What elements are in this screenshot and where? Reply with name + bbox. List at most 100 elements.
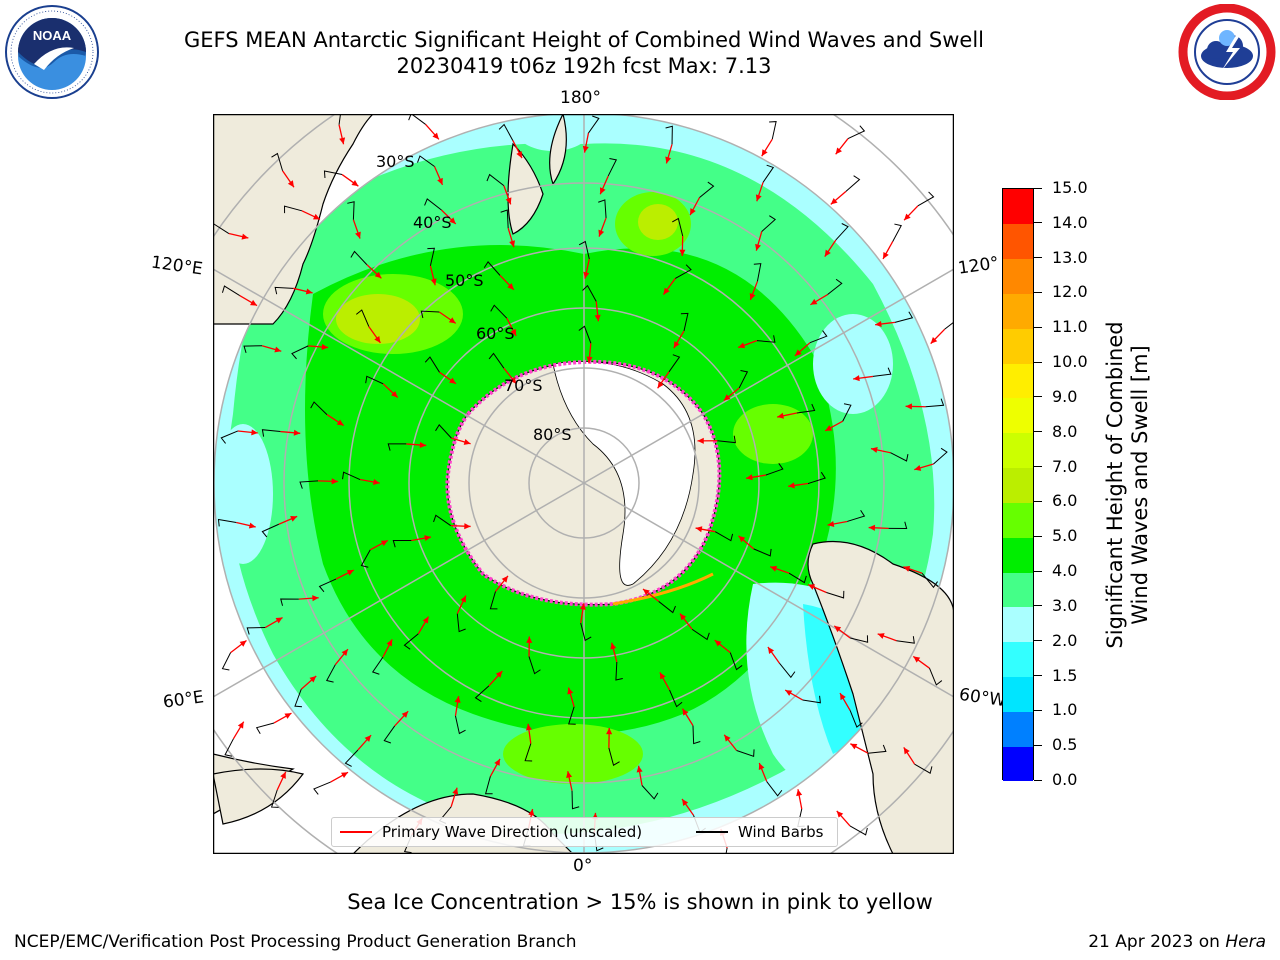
wave-direction-arrowhead bbox=[463, 439, 471, 445]
colorbar-segment bbox=[1003, 641, 1033, 678]
wind-barb bbox=[756, 335, 776, 343]
wave-direction-arrowhead bbox=[380, 540, 388, 547]
colorbar-segment bbox=[1003, 258, 1033, 294]
colorbar-segment bbox=[1003, 293, 1033, 329]
wave-direction-arrowhead bbox=[738, 535, 746, 543]
wind-barb bbox=[325, 664, 336, 683]
wave-direction-arrowhead bbox=[567, 687, 574, 695]
wind-barb bbox=[894, 311, 914, 323]
lat-label-50s: 50°S bbox=[445, 271, 484, 290]
wave-direction-arrowhead bbox=[401, 711, 409, 718]
wave-direction-arrowhead bbox=[657, 381, 664, 389]
wind-barb bbox=[261, 523, 279, 538]
colorbar-tick bbox=[1034, 570, 1042, 572]
colorbar-tick-label: 9.0 bbox=[1052, 386, 1078, 406]
lon-label-0: 0° bbox=[573, 856, 593, 876]
wind-barb bbox=[766, 781, 783, 797]
wave-direction-arrowhead bbox=[903, 565, 911, 572]
wind-barb bbox=[761, 215, 777, 232]
wave-direction-arrowhead bbox=[794, 349, 802, 356]
wind-barb bbox=[762, 164, 775, 183]
wave-direction-arrowhead bbox=[767, 647, 775, 654]
wind-barb bbox=[338, 114, 341, 125]
wave-direction-arrowhead bbox=[738, 342, 746, 349]
wave-direction-arrowhead bbox=[770, 565, 778, 572]
wind-barb bbox=[454, 715, 466, 735]
wave-direction-arrowhead bbox=[494, 758, 500, 766]
wind-barb bbox=[489, 591, 498, 610]
wave-direction-arrowhead bbox=[305, 288, 313, 295]
wind-barb bbox=[246, 627, 266, 635]
wave-direction-arrowhead bbox=[419, 441, 427, 449]
colorbar-tick-label: 3.0 bbox=[1052, 595, 1078, 615]
lon-label-120e: 120°E bbox=[149, 252, 204, 280]
colorbar-segment bbox=[1003, 746, 1033, 782]
wind-barb bbox=[607, 158, 618, 177]
colorbar-tick bbox=[1034, 257, 1042, 259]
wind-barb bbox=[420, 310, 440, 319]
nws-logo bbox=[1178, 4, 1276, 100]
wave-direction-arrowhead bbox=[695, 526, 703, 533]
wind-barb bbox=[261, 429, 281, 437]
wind-barb bbox=[486, 173, 505, 187]
wind-barb bbox=[796, 403, 816, 414]
polar-map bbox=[213, 114, 954, 854]
wind-barb bbox=[717, 435, 736, 444]
colorbar-segment bbox=[1003, 363, 1033, 399]
lon-label-120w: 120° bbox=[956, 253, 1001, 279]
lat-label-70s: 70°S bbox=[504, 376, 543, 395]
colorbar-tick bbox=[1034, 535, 1042, 537]
wind-barb bbox=[736, 749, 755, 758]
colorbar-tick bbox=[1034, 187, 1042, 189]
wave-direction-arrowhead bbox=[460, 595, 466, 603]
wave-direction-arrowhead bbox=[250, 299, 258, 306]
wave-direction-arrowhead bbox=[746, 474, 753, 481]
wind-barb bbox=[675, 264, 692, 279]
wind-barb bbox=[658, 601, 676, 614]
wind-barb bbox=[925, 398, 945, 408]
wave-direction-arrowhead bbox=[877, 633, 885, 639]
wind-barb bbox=[392, 539, 412, 548]
wind-barb bbox=[921, 572, 938, 589]
wind-barb bbox=[371, 656, 384, 675]
wave-direction-arrowhead bbox=[526, 636, 533, 643]
wind-barb bbox=[944, 313, 954, 330]
wave-direction-arrowhead bbox=[825, 425, 833, 431]
wave-direction-arrowhead bbox=[248, 522, 256, 529]
wave-direction-label: Primary Wave Direction (unscaled) bbox=[382, 823, 643, 841]
colorbar-tick-label: 10.0 bbox=[1052, 352, 1088, 372]
wind-barb bbox=[484, 776, 493, 795]
wind-barb bbox=[729, 652, 743, 671]
wave-direction-swatch bbox=[340, 831, 372, 833]
colorbar-tick bbox=[1034, 466, 1042, 468]
wave-direction-arrowhead bbox=[659, 672, 666, 680]
wave-direction-arrowhead bbox=[432, 132, 439, 140]
wind-barb bbox=[753, 548, 772, 557]
colorbar-tick-label: 12.0 bbox=[1052, 282, 1088, 302]
colorbar bbox=[1002, 188, 1034, 782]
sea-ice-note: Sea Ice Concentration > 15% is shown in … bbox=[347, 890, 933, 914]
wave-direction-arrowhead bbox=[239, 640, 247, 647]
wind-barb bbox=[917, 191, 935, 207]
wave-direction-arrowhead bbox=[808, 584, 816, 590]
wave-direction-arrowhead bbox=[749, 293, 756, 301]
wave-direction-arrowhead bbox=[290, 516, 298, 522]
wave-direction-arrowhead bbox=[386, 639, 393, 647]
wave-direction-arrowhead bbox=[505, 197, 512, 205]
colorbar-tick-label: 15.0 bbox=[1052, 178, 1088, 197]
colorbar-tick-label: 13.0 bbox=[1052, 247, 1088, 267]
wave-direction-arrowhead bbox=[274, 346, 282, 353]
wind-barb bbox=[274, 286, 294, 295]
wave-direction-arrowhead bbox=[682, 708, 689, 716]
wind-barb bbox=[691, 628, 710, 641]
wind-barb bbox=[578, 325, 592, 344]
wind-barb bbox=[500, 209, 509, 229]
wave-direction-arrowhead bbox=[351, 180, 359, 187]
wave-direction-arrowhead bbox=[830, 197, 838, 205]
wind-barb bbox=[456, 613, 466, 633]
colorbar-tick-label: 0.0 bbox=[1052, 770, 1078, 789]
legend: Primary Wave Direction (unscaled) Wind B… bbox=[331, 817, 838, 847]
wave-direction-arrowhead bbox=[374, 335, 381, 343]
wave-direction-arrowhead bbox=[374, 271, 382, 279]
wave-direction-arrowhead bbox=[827, 520, 835, 527]
